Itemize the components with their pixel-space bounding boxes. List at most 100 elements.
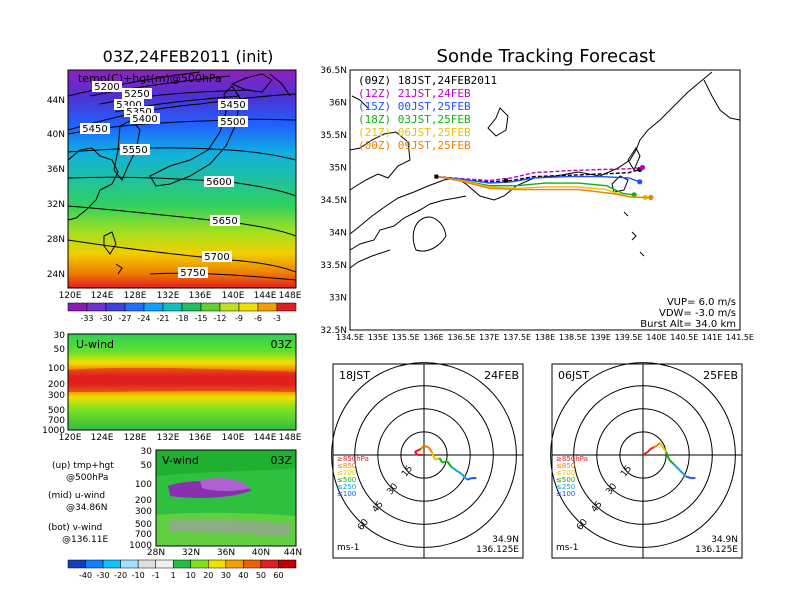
- panel-notes: (up) tmp+hgt @500hPa (mid) u-wind @34.86…: [48, 461, 114, 545]
- legend-entry-21z: (21Z) 06JST,25FEB: [358, 126, 471, 139]
- hodograph-segment: [466, 477, 473, 481]
- colorbar-label: -9: [235, 314, 243, 323]
- contour-label: 5400: [132, 114, 157, 125]
- tracking-xtick: 135.5E: [392, 333, 420, 342]
- map-frame: [67, 69, 297, 289]
- hodograph-segment: [434, 457, 440, 461]
- hodograph-segment: [646, 448, 652, 453]
- colorbar-swatch: [208, 559, 227, 569]
- colorbar-swatch: [67, 302, 88, 312]
- map-xtick: 148E: [279, 291, 302, 301]
- u-xtick: 124E: [91, 433, 114, 443]
- track-line: [436, 175, 646, 199]
- hodograph-frame: [551, 363, 743, 559]
- tracking-legend: (09Z) 18JST,24FEB2011 (12Z) 21JST,24FEB …: [358, 74, 497, 152]
- v-wind-x-ticks: 28N 32N 36N 40N 44N: [147, 548, 302, 558]
- colorbar-label: 30: [221, 571, 231, 580]
- tracking-xtick: 136.5E: [447, 333, 475, 342]
- map-ytick: 28N: [47, 235, 65, 245]
- right-title: Sonde Tracking Forecast: [437, 46, 656, 67]
- colorbar-swatch: [238, 302, 259, 312]
- colorbar-swatch: [276, 302, 297, 312]
- hodograph-units: ms-1: [556, 543, 578, 553]
- map-panel: temp(C)+hgt(m)@500hPa 5200 5250 5300 535…: [47, 69, 302, 323]
- hodograph-segment: [668, 458, 675, 465]
- v-wind-y-ticks: 30 50 100 200 300 500 700 1000: [129, 447, 152, 551]
- tracking-xtick: 137E: [479, 333, 499, 342]
- hodograph-segment: [442, 460, 448, 464]
- colorbar-swatch: [172, 559, 192, 569]
- tracking-xtick: 135E: [368, 333, 388, 342]
- u-xtick: 128E: [124, 433, 147, 443]
- u-xtick: 132E: [157, 433, 180, 443]
- colorbar-label: -3: [273, 314, 281, 323]
- hodograph-segment: [438, 457, 444, 464]
- legend-entry-15z: (15Z) 00JST,25FEB: [358, 100, 471, 113]
- u-ytick: 200: [48, 380, 65, 390]
- hodograph-segment: [673, 463, 681, 472]
- hodograph-segment: [642, 451, 649, 456]
- contour-label: 5450: [220, 100, 245, 111]
- colorbar-label: -27: [118, 314, 131, 323]
- tracking-xtick: 141.5E: [726, 333, 754, 342]
- hodograph-segment: [662, 446, 667, 453]
- hodograph-segment: [455, 469, 462, 475]
- colorbar-swatch: [219, 302, 240, 312]
- hodograph-legend-entry: ≤100: [337, 490, 356, 498]
- tracking-ytick: 32.5N: [320, 326, 347, 336]
- hodograph-time: 06JST: [558, 369, 589, 382]
- contour-label: 5700: [204, 252, 229, 263]
- hodograph-legend-entry: ≤850: [556, 462, 575, 470]
- colorbar-label: -18: [175, 314, 188, 323]
- colorbar-swatch: [200, 302, 221, 312]
- hodograph-segment: [420, 445, 425, 450]
- map-xtick: 136E: [189, 291, 212, 301]
- contour-label: 5750: [180, 268, 205, 279]
- burst-point: [648, 194, 654, 200]
- track-line: [436, 175, 640, 184]
- colorbar-swatch: [124, 302, 145, 312]
- map-xtick: 128E: [124, 291, 147, 301]
- colorbar-swatch: [225, 559, 244, 569]
- contour-label: 5600: [206, 177, 231, 188]
- hodograph-lon: 136.125E: [695, 545, 738, 555]
- hodograph-segment: [685, 475, 692, 480]
- hodograph-legend-entry: ≤250: [337, 483, 356, 491]
- hodograph-segment: [427, 446, 433, 453]
- tracking-ytick: 35.5N: [320, 131, 347, 141]
- hodograph-segment: [665, 451, 671, 460]
- tracking-xtick: 140E: [646, 333, 666, 342]
- hodograph-segment: [414, 447, 422, 453]
- legend-entry-09z: (09Z) 18JST,24FEB2011: [358, 74, 497, 87]
- tracking-xtick: 141E: [702, 333, 722, 342]
- colorbar-swatch: [162, 302, 183, 312]
- tracking-ytick: 35N: [329, 164, 347, 174]
- map-ytick: 24N: [47, 270, 65, 280]
- v-ytick: 30: [141, 447, 153, 457]
- u-xtick: 120E: [59, 433, 82, 443]
- hodograph-lat: 34.9N: [711, 535, 738, 545]
- track-line: [436, 168, 640, 183]
- colorbar-swatch: [67, 559, 86, 569]
- tracking-ytick: 36N: [329, 99, 347, 109]
- note-line: (up) tmp+hgt: [52, 461, 114, 471]
- u-wind-core: [68, 367, 296, 392]
- colorbar-label: -10: [132, 571, 145, 580]
- tracking-ytick: 34N: [329, 229, 347, 239]
- hodograph-segment: [423, 444, 429, 449]
- u-xtick: 148E: [279, 433, 302, 443]
- note-line: (mid) u-wind: [48, 491, 105, 501]
- u-ytick: 100: [48, 364, 65, 374]
- u-ytick: 700: [48, 416, 65, 426]
- tracking-ytick: 33N: [329, 294, 347, 304]
- note-line: @34.86N: [66, 503, 108, 513]
- note-line: @136.11E: [62, 535, 108, 545]
- tracking-ytick: 33.5N: [320, 261, 347, 271]
- hodograph-time: 18JST: [339, 369, 370, 382]
- map-xtick: 144E: [254, 291, 277, 301]
- colorbar-label: -40: [79, 571, 92, 580]
- legend-entry-12z: (12Z) 21JST,24FEB: [358, 87, 471, 100]
- hodograph-date: 24FEB: [484, 369, 519, 382]
